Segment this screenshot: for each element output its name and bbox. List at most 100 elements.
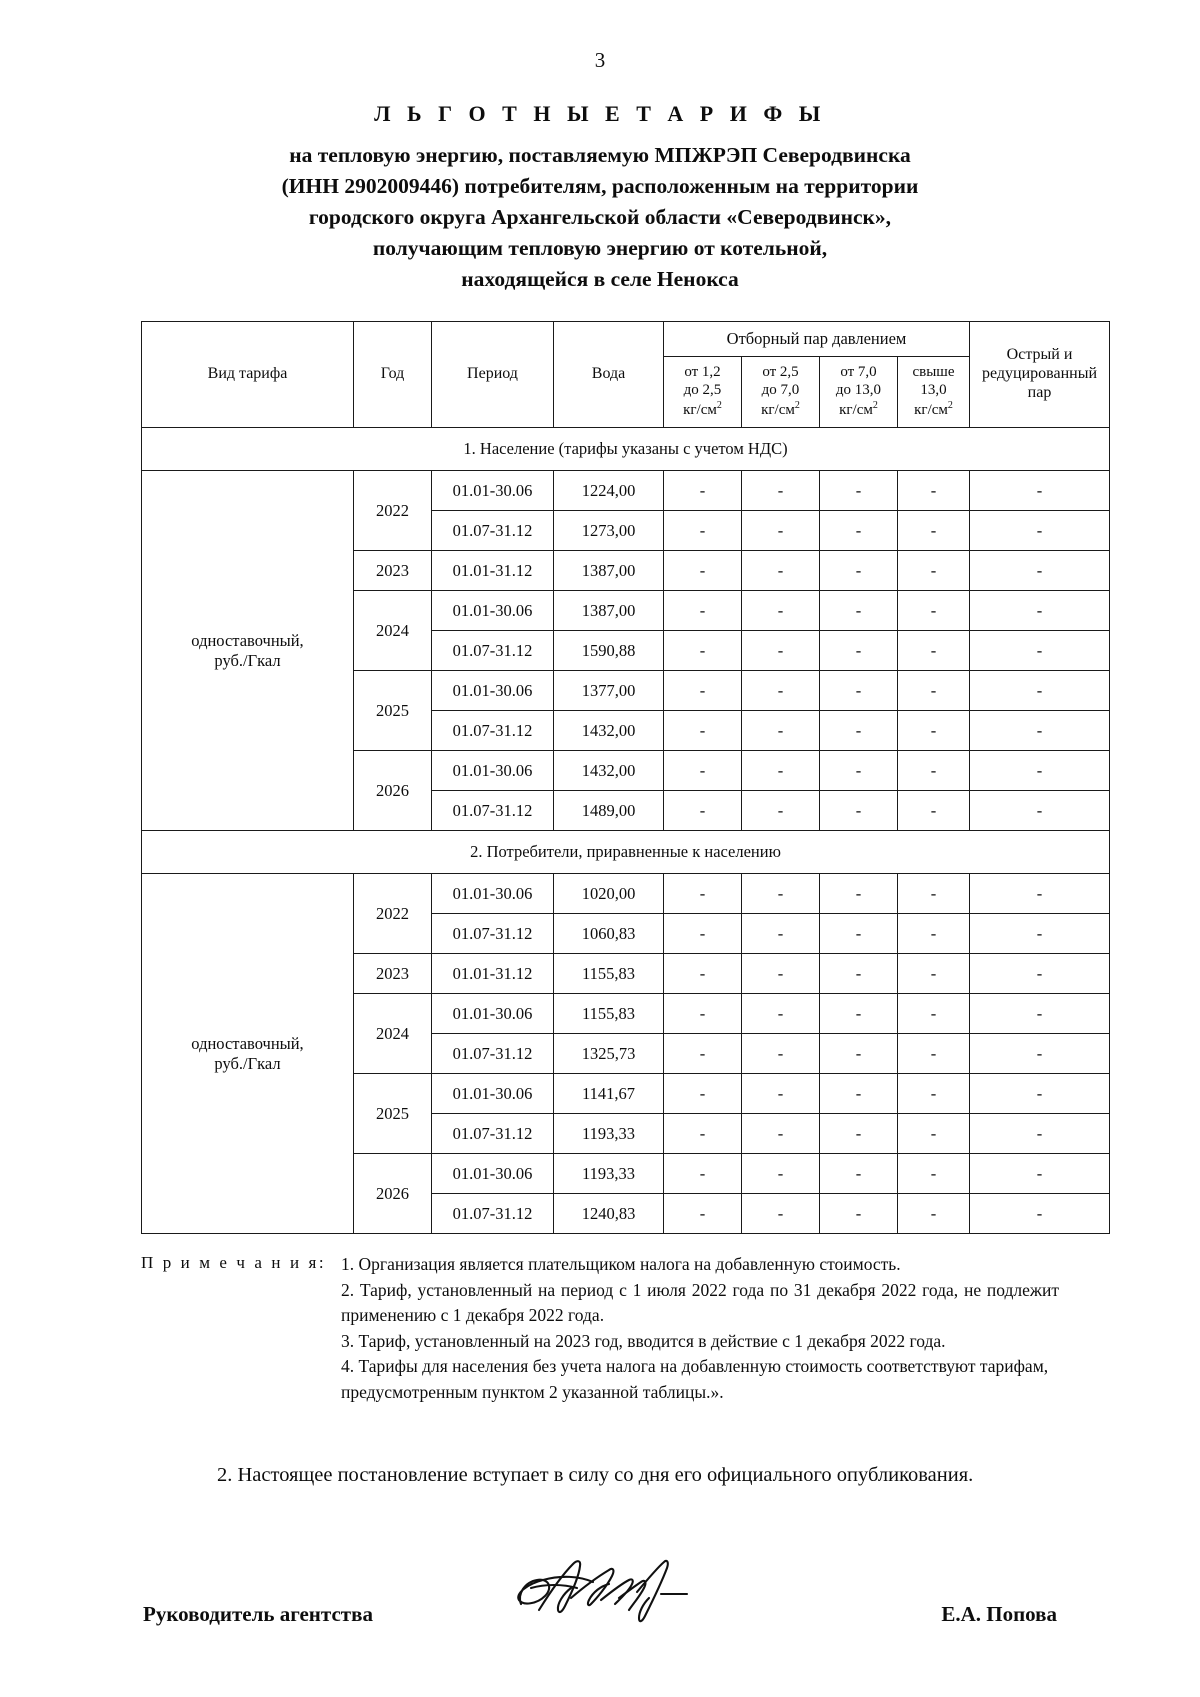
signatory-title: Руководитель агентства bbox=[143, 1602, 373, 1626]
table-row: 2025 01.01-30.06 1141,67- - - - - bbox=[142, 1073, 1111, 1154]
cell-year: 2022 bbox=[353, 470, 432, 551]
cell-pressure-2: - bbox=[741, 1113, 820, 1154]
cell-pressure-4: - bbox=[896, 470, 971, 511]
header-kind: Вид тарифа bbox=[141, 321, 354, 428]
header-period: Период bbox=[431, 321, 554, 428]
cell-pressure-4: - bbox=[896, 873, 971, 914]
cell-pressure-2: - bbox=[741, 750, 820, 791]
header-pressure-4-unit-text: кг/см bbox=[914, 401, 948, 418]
cell-pressure-1: - bbox=[663, 550, 742, 591]
cell-pressure-3: - bbox=[819, 1113, 898, 1154]
cell-pressure-4: - bbox=[896, 993, 971, 1034]
header-pressure-3-line-2: до 13,0 bbox=[835, 382, 882, 399]
cell-year: 2024 bbox=[353, 993, 432, 1074]
cell-sharp-steam: - bbox=[969, 1073, 1111, 1114]
section-heading: 1. Население (тарифы указаны с учетом НД… bbox=[140, 427, 1111, 471]
cell-sharp-steam: - bbox=[969, 1153, 1111, 1194]
header-row-group: Вид тарифа Год Период Вода Отборный пар … bbox=[141, 321, 1111, 428]
cell-pressure-3: - bbox=[819, 670, 898, 711]
title-subtitle-line-3: городского округа Архангельской области … bbox=[308, 205, 892, 229]
tariff-kind-line-1: одноставочный, bbox=[191, 1034, 304, 1054]
cell-pressure-1: - bbox=[663, 993, 742, 1034]
header-pressure-4-line-2: 13,0 bbox=[920, 382, 947, 399]
cell-pressure-3: - bbox=[819, 470, 898, 511]
cell-sharp-steam: - bbox=[969, 630, 1111, 671]
cell-pressure-4: - bbox=[896, 550, 971, 591]
table-head: Вид тарифа Год Период Вода Отборный пар … bbox=[141, 321, 1111, 428]
cell-pressure-1: - bbox=[663, 873, 742, 914]
cell-pressure-3: - bbox=[819, 1073, 898, 1114]
cell-pressure-2: - bbox=[741, 590, 820, 631]
cell-water: 1489,00 bbox=[553, 790, 664, 831]
cell-year: 2022 bbox=[353, 873, 432, 954]
cell-water: 1060,83 bbox=[553, 913, 664, 954]
title-subtitle-line-4: получающим тепловую энергию от котельной… bbox=[372, 236, 828, 260]
page-number: 3 bbox=[594, 48, 606, 72]
cell-period: 01.01-30.06 bbox=[431, 1153, 554, 1194]
tariff-table: Вид тарифа Год Период Вода Отборный пар … bbox=[140, 321, 1111, 1234]
header-pressure-4-line-1: свыше bbox=[912, 364, 955, 381]
cell-year: 2023 bbox=[353, 550, 432, 591]
cell-year: 2026 bbox=[353, 750, 432, 831]
cell-pressure-1: - bbox=[663, 710, 742, 751]
note-item-3: 3. Тариф, установленный на 2023 год, вво… bbox=[341, 1330, 946, 1351]
header-sharp-line-2: и bbox=[1063, 346, 1073, 364]
cell-water: 1155,83 bbox=[553, 953, 664, 994]
cell-pressure-3: - bbox=[819, 1193, 898, 1234]
table-row: 01.07-31.12 1489,00- - - - - bbox=[142, 790, 1111, 831]
cell-sharp-steam: - bbox=[969, 913, 1111, 954]
closing-paragraph: 2. Настоящее постановление вступает в си… bbox=[217, 1464, 974, 1486]
cell-year: 2025 bbox=[353, 1073, 432, 1154]
notes-section: П р и м е ч а н и я: 1. Организация явля… bbox=[141, 1252, 1059, 1405]
header-pressure-2: от 2,5 до 7,0 кг/см2 bbox=[741, 356, 820, 428]
header-pressure-3-line-1: от 7,0 bbox=[840, 364, 877, 381]
cell-sharp-steam: - bbox=[969, 670, 1111, 711]
cell-water: 1432,00 bbox=[553, 710, 664, 751]
note-item-4: 4. Тарифы для населения без учета налога… bbox=[341, 1356, 1049, 1402]
cell-sharp-steam: - bbox=[969, 790, 1111, 831]
header-pressure-2-unit: кг/см2 bbox=[745, 400, 816, 420]
cell-tariff-kind: одноставочный, руб./Гкал bbox=[141, 470, 354, 831]
cell-pressure-4: - bbox=[896, 1153, 971, 1194]
handwritten-signature-icon bbox=[501, 1554, 721, 1626]
cell-pressure-2: - bbox=[741, 710, 820, 751]
cell-period: 01.01-30.06 bbox=[431, 750, 554, 791]
table-row: 2023 01.01-31.12 1155,83- - - - - bbox=[142, 953, 1111, 994]
cell-pressure-2: - bbox=[741, 1193, 820, 1234]
cell-sharp-steam: - bbox=[969, 1113, 1111, 1154]
header-pressure-1-line-1: от 1,2 bbox=[684, 364, 721, 381]
cell-water: 1193,33 bbox=[553, 1153, 664, 1194]
cell-water: 1020,00 bbox=[553, 873, 664, 914]
cell-period: 01.07-31.12 bbox=[431, 790, 554, 831]
cell-sharp-steam: - bbox=[969, 1193, 1111, 1234]
cell-period: 01.01-30.06 bbox=[431, 670, 554, 711]
section-heading-row: 2. Потребители, приравненные к населению bbox=[140, 830, 1111, 874]
cell-sharp-steam: - bbox=[969, 1033, 1111, 1074]
cell-pressure-4: - bbox=[896, 710, 971, 751]
cell-tariff-kind: одноставочный, руб./Гкал bbox=[141, 873, 354, 1234]
cell-period: 01.07-31.12 bbox=[431, 630, 554, 671]
cell-pressure-3: - bbox=[819, 550, 898, 591]
table-body: 1. Население (тарифы указаны с учетом НД… bbox=[140, 427, 1111, 1234]
cell-period: 01.01-31.12 bbox=[431, 953, 554, 994]
cell-pressure-3: - bbox=[819, 873, 898, 914]
cell-pressure-1: - bbox=[663, 630, 742, 671]
cell-sharp-steam: - bbox=[969, 550, 1111, 591]
cell-pressure-3: - bbox=[819, 1033, 898, 1074]
cell-period: 01.07-31.12 bbox=[431, 510, 554, 551]
header-pressure-4-unit: кг/см2 bbox=[901, 400, 966, 420]
table-row: 2026 01.01-30.06 1193,33- - - - - bbox=[142, 1153, 1111, 1234]
section-heading-row: 1. Население (тарифы указаны с учетом НД… bbox=[140, 427, 1111, 471]
cell-pressure-3: - bbox=[819, 1153, 898, 1194]
cell-pressure-1: - bbox=[663, 1193, 742, 1234]
cell-year: 2026 bbox=[353, 1153, 432, 1234]
header-pressure-3-unit: кг/см2 bbox=[823, 400, 894, 420]
header-sharp-line-4: пар bbox=[1027, 383, 1052, 401]
cell-water: 1141,67 bbox=[553, 1073, 664, 1114]
cell-water: 1273,00 bbox=[553, 510, 664, 551]
cell-period: 01.01-30.06 bbox=[431, 873, 554, 914]
cell-pressure-3: - bbox=[819, 630, 898, 671]
cell-pressure-3: - bbox=[819, 590, 898, 631]
title-block: Л Ь Г О Т Н Ы Е Т А Р И Ф Ы на тепловую … bbox=[0, 101, 1200, 295]
